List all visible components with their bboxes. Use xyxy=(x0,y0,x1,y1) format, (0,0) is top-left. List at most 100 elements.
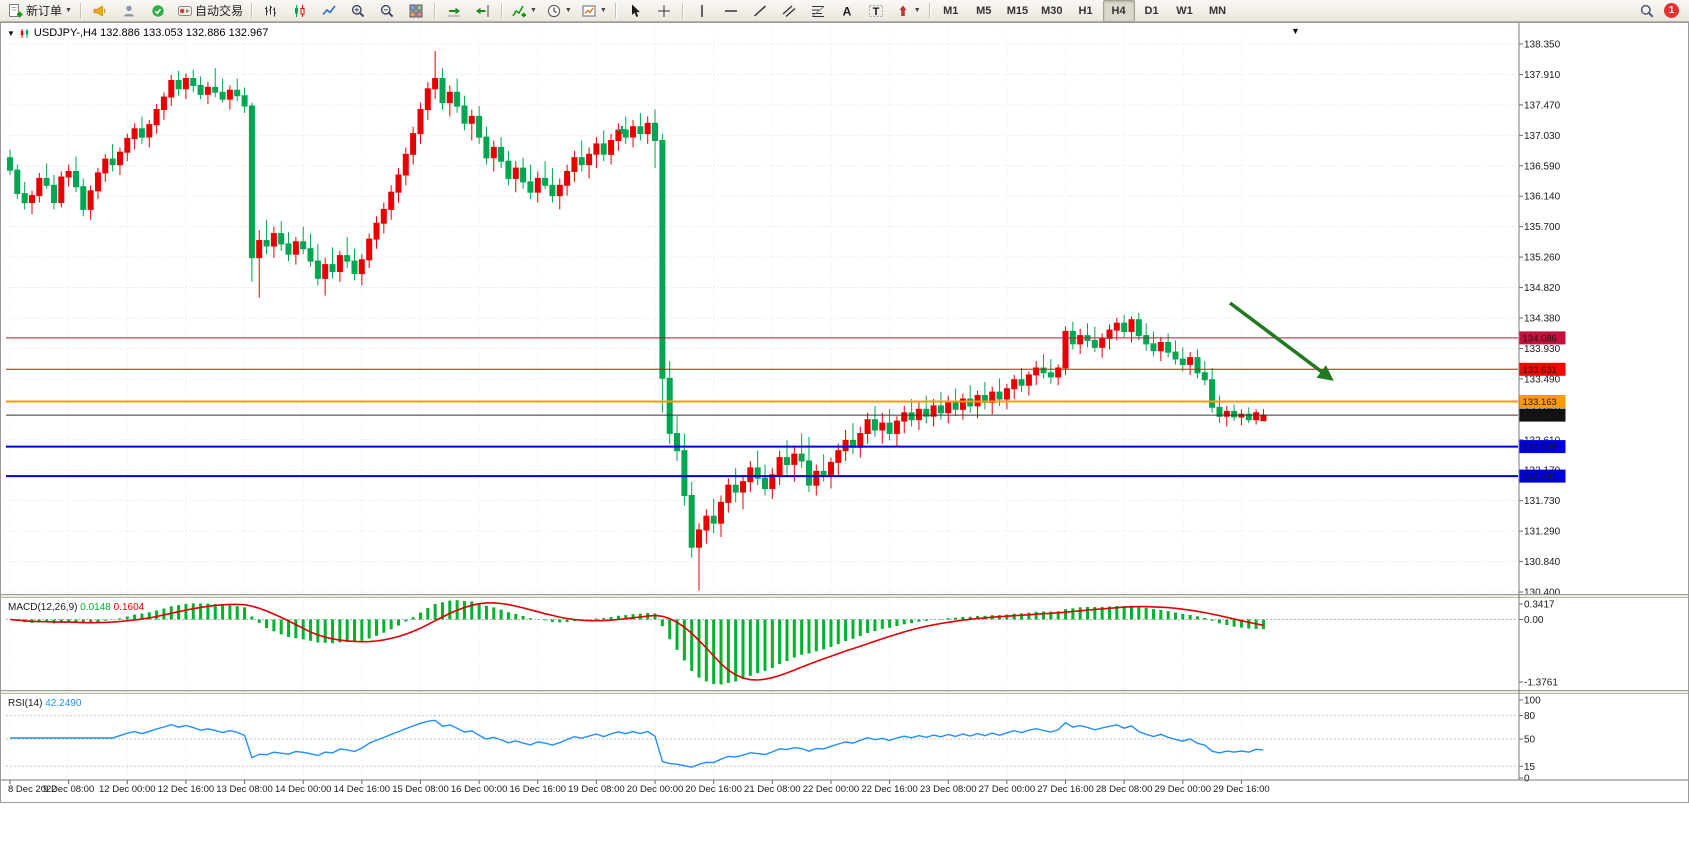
autotrading-button[interactable]: 自动交易 xyxy=(173,0,247,22)
svg-text:14 Dec 16:00: 14 Dec 16:00 xyxy=(334,784,391,795)
timeframe-w1-button[interactable]: W1 xyxy=(1176,4,1193,17)
account-button[interactable] xyxy=(115,0,143,22)
pane-splitter[interactable] xyxy=(0,594,1689,598)
signals-button[interactable] xyxy=(144,0,172,22)
svg-text:13 Dec 08:00: 13 Dec 08:00 xyxy=(216,784,273,795)
price-axis[interactable]: 138.350 137.910 137.470 137.030 136.590 136.1… xyxy=(1519,40,1566,785)
timeframe-m30-button[interactable]: M30 xyxy=(1041,4,1063,17)
pane-splitter[interactable] xyxy=(0,690,1689,694)
svg-text:A: A xyxy=(842,4,851,18)
equidistant-channel-icon xyxy=(782,5,796,17)
svg-text:134.380: 134.380 xyxy=(1524,314,1561,325)
channel-tool-button[interactable] xyxy=(775,0,803,22)
toolbar-separator xyxy=(500,3,503,18)
macd-label: MACD(12,26,9) 0.0148 0.1604 xyxy=(8,602,145,613)
trendline-tool-button[interactable] xyxy=(746,0,774,22)
tile-windows-button[interactable] xyxy=(402,0,430,22)
svg-text:16 Dec 00:00: 16 Dec 00:00 xyxy=(451,784,508,795)
horizontal-line-tool-button[interactable] xyxy=(717,0,745,22)
timeframe-m5-button[interactable]: M5 xyxy=(976,4,992,17)
templates-button[interactable]: ▼ xyxy=(577,0,611,22)
rsi-line xyxy=(10,719,1264,768)
one-click-trading-caret-icon[interactable]: ▼ xyxy=(7,28,15,38)
toolbar-separator xyxy=(681,3,684,18)
toolbar-separator xyxy=(250,3,253,18)
chart-menu-caret-icon[interactable]: ▼ xyxy=(1291,26,1300,36)
indicators-button[interactable]: ▼ xyxy=(507,0,541,22)
timeframes-menu-button[interactable]: ▼ xyxy=(542,0,576,22)
line-chart-mode-button[interactable] xyxy=(315,0,343,22)
bar-chart-mode-button[interactable] xyxy=(257,0,285,22)
svg-text:132.081: 132.081 xyxy=(1523,472,1557,483)
chart-window: ▼ USDJPY-,H4 132.886 133.053 132.886 132… xyxy=(0,22,1689,861)
crosshair-icon xyxy=(657,4,670,17)
trend-arrow-annotation[interactable] xyxy=(1228,301,1334,381)
svg-text:15 Dec 08:00: 15 Dec 08:00 xyxy=(392,784,449,795)
timeframe-m15-button[interactable]: M15 xyxy=(1006,4,1029,17)
fibonacci-icon xyxy=(811,5,825,17)
svg-text:0.3417: 0.3417 xyxy=(1524,600,1555,611)
text-icon: A xyxy=(842,4,851,18)
svg-text:134.086: 134.086 xyxy=(1523,333,1557,344)
svg-text:137.910: 137.910 xyxy=(1524,70,1561,81)
timeframe-h4-button[interactable]: H4 xyxy=(1102,0,1135,22)
svg-text:133.930: 133.930 xyxy=(1524,344,1561,355)
text-label-icon: T xyxy=(868,4,883,18)
signals-icon xyxy=(152,4,164,17)
trendline-icon xyxy=(753,4,766,17)
timeframe-m1-button[interactable]: M1 xyxy=(943,4,959,17)
candles-layer xyxy=(7,50,1267,591)
new-order-label: 新订单 xyxy=(26,4,63,18)
vertical-line-tool-button[interactable] xyxy=(688,0,716,22)
search-icon xyxy=(1640,4,1654,18)
macd-pane xyxy=(6,600,1518,685)
zoom-in-button[interactable] xyxy=(344,0,372,22)
candlestick-mode-button[interactable] xyxy=(286,0,314,22)
notification-badge[interactable]: 1 xyxy=(1664,3,1679,18)
svg-text:27 Dec 00:00: 27 Dec 00:00 xyxy=(979,784,1036,795)
autotrading-label: 自动交易 xyxy=(194,4,243,18)
svg-text:16 Dec 16:00: 16 Dec 16:00 xyxy=(510,784,567,795)
plus-marker-annotation[interactable] xyxy=(618,126,626,134)
fibonacci-tool-button[interactable] xyxy=(804,0,832,22)
svg-text:12 Dec 16:00: 12 Dec 16:00 xyxy=(158,784,215,795)
svg-text:134.820: 134.820 xyxy=(1524,283,1561,294)
news-button[interactable] xyxy=(86,0,114,22)
svg-text:131.730: 131.730 xyxy=(1524,496,1561,507)
svg-text:29 Dec 16:00: 29 Dec 16:00 xyxy=(1213,784,1270,795)
svg-text:80: 80 xyxy=(1524,711,1536,722)
timeframe-d1-button[interactable]: D1 xyxy=(1144,4,1159,17)
svg-text:0: 0 xyxy=(1524,774,1530,785)
bar-chart-icon xyxy=(264,5,276,16)
arrows-tool-button[interactable]: ▼ xyxy=(891,0,925,22)
auto-scroll-button[interactable] xyxy=(440,0,468,22)
svg-text:136.590: 136.590 xyxy=(1524,161,1561,172)
chart-shift-icon xyxy=(475,4,489,17)
profile-icon xyxy=(123,5,135,16)
cursor-tool-button[interactable] xyxy=(621,0,649,22)
crosshair-tool-button[interactable] xyxy=(650,0,678,22)
chart-area[interactable]: 138.350 137.910 137.470 137.030 136.590 136.1… xyxy=(0,22,1689,861)
svg-text:50: 50 xyxy=(1524,735,1536,746)
zoom-out-button[interactable] xyxy=(373,0,401,22)
svg-text:138.350: 138.350 xyxy=(1524,40,1561,51)
candlestick-chart-icon xyxy=(294,4,305,17)
text-tool-button[interactable]: A xyxy=(833,0,861,22)
new-order-icon xyxy=(9,3,23,17)
svg-text:135.700: 135.700 xyxy=(1524,222,1561,233)
timeframe-mn-button[interactable]: MN xyxy=(1208,4,1227,17)
zoom-in-icon xyxy=(351,4,365,17)
toolbar-separator xyxy=(614,3,617,18)
new-order-button[interactable]: 新订单 ▼ xyxy=(4,0,76,22)
search-button[interactable] xyxy=(1633,0,1661,22)
timeframe-h1-button[interactable]: H1 xyxy=(1078,4,1093,17)
rsi-pane xyxy=(6,715,1518,768)
svg-text:137.030: 137.030 xyxy=(1524,131,1561,142)
autotrading-icon xyxy=(177,5,192,16)
text-label-tool-button[interactable]: T xyxy=(862,0,890,22)
svg-text:14 Dec 00:00: 14 Dec 00:00 xyxy=(275,784,332,795)
chart-title-bar: ▼ USDJPY-,H4 132.886 133.053 132.886 132… xyxy=(7,27,268,39)
chart-shift-button[interactable] xyxy=(469,0,497,22)
line-chart-icon xyxy=(322,5,336,15)
